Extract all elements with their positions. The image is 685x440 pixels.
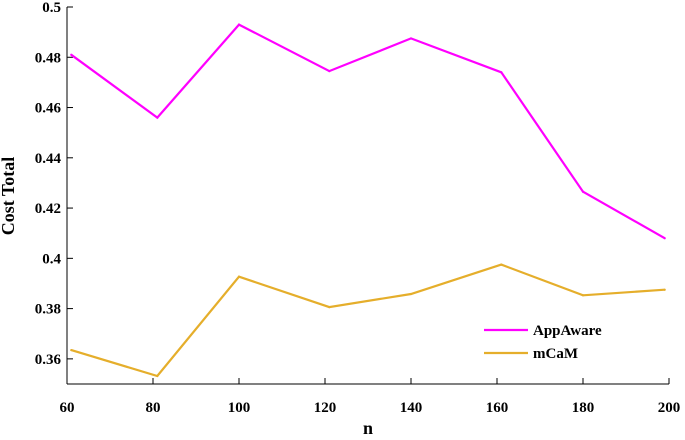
x-tick-label: 100 <box>228 400 251 416</box>
legend: AppAware mCaM <box>484 323 602 362</box>
x-axis-title: n <box>363 418 373 438</box>
x-tick-label: 60 <box>60 400 75 416</box>
data-point <box>328 305 331 309</box>
data-point <box>663 288 666 291</box>
y-tick-label: 0.44 <box>35 151 62 167</box>
data-point <box>581 190 585 193</box>
y-tick-label: 0.36 <box>35 352 62 368</box>
legend-label: mCaM <box>533 346 578 362</box>
series-layer <box>70 23 666 378</box>
data-point <box>156 374 159 378</box>
y-tick-label: 0.4 <box>42 251 61 267</box>
data-point <box>409 37 413 40</box>
data-point <box>663 237 666 240</box>
x-tick-label: 180 <box>572 400 595 416</box>
x-tick-label: 80 <box>146 400 161 416</box>
data-point <box>237 23 241 26</box>
data-point <box>237 275 241 278</box>
y-tick-label: 0.5 <box>42 0 61 16</box>
series-line-appaware <box>70 23 666 240</box>
data-point <box>409 292 413 296</box>
x-tick-label: 120 <box>314 400 337 416</box>
y-tick-label: 0.38 <box>35 302 61 318</box>
data-point <box>70 53 73 56</box>
x-tick-label: 160 <box>486 400 509 416</box>
data-point <box>328 69 331 73</box>
y-tick-label: 0.42 <box>35 201 61 217</box>
series-line-mcam <box>70 263 665 378</box>
data-point <box>500 71 503 74</box>
data-point <box>581 294 585 297</box>
y-tick-label: 0.48 <box>35 50 61 66</box>
data-point <box>70 348 73 352</box>
data-point <box>156 116 159 119</box>
data-point <box>500 263 503 266</box>
x-tick-label: 200 <box>658 400 681 416</box>
y-axis-title: Cost Total <box>0 157 18 236</box>
y-tick-label: 0.46 <box>35 101 62 117</box>
x-tick-label: 140 <box>400 400 423 416</box>
axes: 60 80 100 120 140 160 180 200 0.36 0.38 0.4 0.42 0.4… <box>35 0 681 416</box>
legend-label: AppAware <box>533 323 602 339</box>
